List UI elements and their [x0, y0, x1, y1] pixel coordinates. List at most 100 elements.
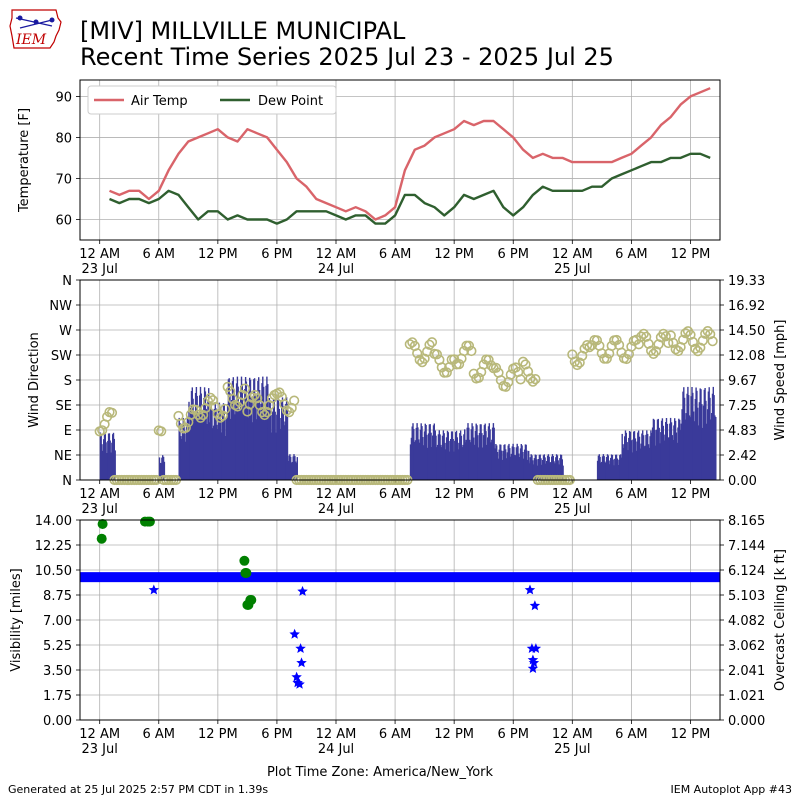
x-tick-label: 6 AM	[379, 247, 412, 262]
wind-speed-bar	[237, 386, 239, 480]
wind-speed-bar	[601, 456, 604, 480]
wind-speed-bar	[701, 427, 704, 480]
wind-speed-bar	[524, 444, 527, 480]
wind-speed-bar	[240, 385, 242, 480]
wind-speed-bar	[232, 377, 234, 480]
wind-speed-bar	[522, 452, 524, 480]
x-tick-label: 12 AM	[316, 247, 357, 262]
y-tick-label: 5.25	[43, 639, 72, 654]
wind-speed-bar	[671, 435, 673, 480]
wind-speed-bar	[509, 448, 511, 480]
wind-speed-bar	[493, 457, 495, 480]
wind-speed-bar	[481, 433, 483, 480]
wind-speed-bar	[190, 391, 193, 480]
wind-speed-bar	[259, 414, 262, 480]
wind-speed-bar	[556, 455, 559, 480]
wind-speed-bar	[162, 455, 164, 480]
wind-speed-bar	[291, 461, 294, 480]
wind-speed-bar	[521, 445, 523, 480]
wind-speed-bar	[253, 378, 256, 480]
wind-direction-point	[486, 360, 497, 371]
wind-speed-bar	[163, 461, 166, 480]
visibility-point	[148, 584, 160, 595]
wind-speed-bar	[648, 447, 650, 480]
wind-speed-bar	[108, 433, 111, 480]
wind-speed-bar	[640, 443, 642, 480]
wind-speed-bar	[219, 406, 221, 480]
wind-speed-bar	[615, 454, 618, 480]
wind-direction-point	[441, 367, 452, 378]
x-tick-label: 6 AM	[143, 727, 176, 742]
wind-speed-bar	[669, 423, 671, 480]
y-tick-label: 1.75	[43, 689, 72, 704]
wind-speed-bar	[467, 423, 469, 480]
visibility-point	[528, 657, 540, 668]
wind-direction-point	[522, 366, 534, 377]
wind-speed-bar	[687, 386, 689, 480]
wind-speed-bar	[262, 376, 264, 480]
wind-speed-bar	[623, 447, 625, 480]
wind-direction-point	[220, 403, 231, 415]
wind-speed-bar	[680, 423, 682, 480]
wind-speed-bar	[674, 420, 677, 480]
wind-speed-bar	[543, 454, 545, 480]
wind-speed-bar	[609, 464, 611, 480]
wind-speed-bar	[619, 455, 621, 480]
wind-speed-bar	[656, 429, 658, 480]
wind-speed-bar	[276, 414, 278, 480]
x-date-label: 25 Jul	[554, 742, 590, 757]
wind-speed-bar	[532, 464, 535, 480]
x-date-label: 24 Jul	[318, 262, 354, 277]
generated-timestamp: Generated at 25 Jul 2025 2:57 PM CDT in …	[8, 783, 269, 796]
wind-speed-bar	[436, 447, 438, 480]
y-tick-label: SW	[51, 349, 72, 364]
wind-speed-bar	[615, 454, 617, 480]
wind-speed-bar	[162, 456, 165, 480]
chart-subtitle: Recent Time Series 2025 Jul 23 - 2025 Ju…	[80, 43, 614, 71]
x-tick-label: 6 AM	[615, 487, 648, 502]
wind-speed-bar	[241, 383, 243, 480]
wind-speed-bar	[493, 427, 495, 480]
wind-speed-bar	[445, 437, 448, 480]
wind-speed-bar	[683, 397, 686, 480]
y-tick-label: S	[64, 374, 72, 389]
wind-speed-bar	[695, 387, 697, 480]
wind-speed-bar	[103, 432, 106, 480]
wind-speed-bar	[686, 393, 688, 480]
wind-speed-bar	[288, 455, 290, 480]
wind-speed-bar	[498, 449, 500, 480]
wind-speed-bar	[554, 463, 556, 480]
x-tick-label: 12 PM	[198, 247, 238, 262]
series-line-dew-point	[109, 152, 711, 225]
wind-speed-bar	[468, 439, 471, 480]
wind-speed-bar	[682, 391, 684, 480]
wind-speed-bar	[700, 389, 702, 480]
wind-speed-bar	[225, 436, 227, 480]
x-tick-label: 12 PM	[671, 247, 711, 262]
wind-direction-point	[289, 395, 300, 406]
wind-speed-bar	[626, 442, 628, 480]
wind-speed-bar	[479, 424, 481, 480]
wind-speed-bar	[459, 433, 461, 480]
x-tick-label: 12 PM	[198, 727, 238, 742]
wind-speed-bar	[436, 444, 439, 480]
wind-speed-bar	[642, 435, 645, 480]
wind-speed-bar	[189, 408, 192, 480]
wind-speed-bar	[516, 443, 518, 480]
wind-speed-bar	[519, 457, 521, 480]
wind-speed-bar	[192, 398, 194, 480]
wind-speed-bar	[499, 444, 501, 480]
wind-speed-bar	[107, 433, 110, 480]
wind-speed-bar	[637, 432, 639, 480]
wind-speed-bar	[690, 396, 692, 480]
wind-speed-bar	[714, 415, 716, 480]
wind-speed-bar	[501, 459, 504, 480]
wind-speed-bar	[649, 436, 651, 480]
wind-speed-bar	[290, 456, 292, 480]
wind-speed-bar	[99, 432, 102, 480]
wind-speed-bar	[251, 422, 253, 480]
wind-speed-bar	[217, 429, 219, 480]
wind-speed-bar	[254, 393, 257, 480]
wind-speed-bar	[282, 406, 285, 480]
wind-speed-bar	[697, 425, 700, 480]
